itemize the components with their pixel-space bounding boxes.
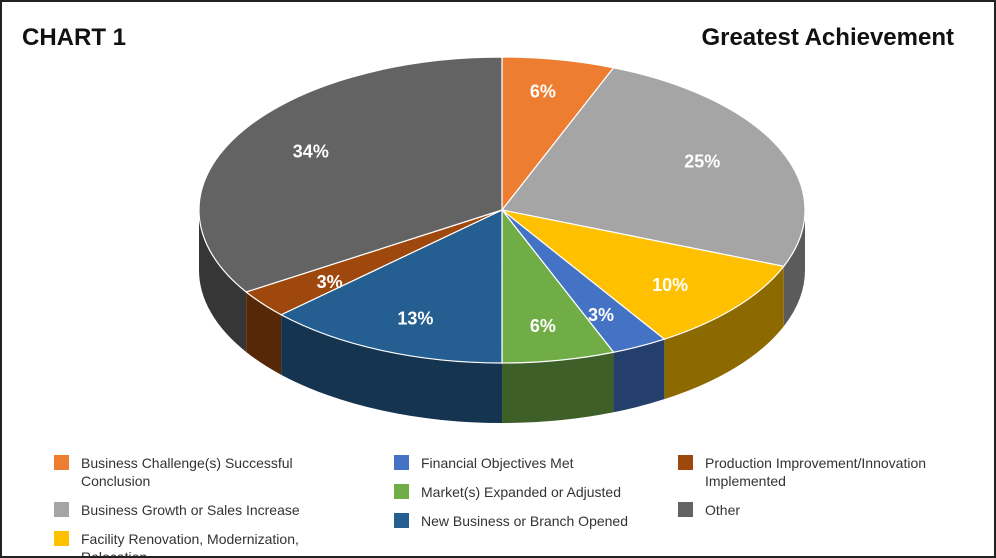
legend-swatch xyxy=(394,513,409,528)
chart-title: Greatest Achievement xyxy=(701,24,954,51)
data-label: 13% xyxy=(397,308,433,328)
slice xyxy=(198,56,503,293)
legend-swatch xyxy=(394,455,409,470)
legend-column: Business Challenge(s) Successful Conclus… xyxy=(54,454,394,558)
slice-side xyxy=(246,291,282,375)
legend-label: Other xyxy=(705,502,741,518)
legend-swatch xyxy=(678,502,693,517)
data-label: 6% xyxy=(530,82,556,102)
legend-label: Business Growth or Sales Increase xyxy=(81,502,300,518)
legend-item: Financial Objectives Met xyxy=(394,454,678,472)
chart-label: CHART 1 xyxy=(22,24,127,51)
slice-side xyxy=(199,210,247,352)
legend-column: Financial Objectives Met Market(s) Expand… xyxy=(394,454,678,556)
legend-label: Business Challenge(s) Successful Conclus… xyxy=(81,455,293,489)
legend-swatch xyxy=(678,455,693,470)
data-label: 6% xyxy=(530,316,556,336)
data-label: 34% xyxy=(293,141,329,161)
legend-swatch xyxy=(54,531,69,546)
slice xyxy=(501,209,785,340)
slice xyxy=(279,209,503,364)
legend-item: Market(s) Expanded or Adjusted xyxy=(394,483,678,501)
legend-item: Other xyxy=(678,501,938,519)
legend-item: Business Growth or Sales Increase xyxy=(54,501,394,519)
legend-label: Market(s) Expanded or Adjusted xyxy=(421,484,621,500)
legend-item: Business Challenge(s) Successful Conclus… xyxy=(54,454,394,490)
data-label: 3% xyxy=(317,272,343,292)
slice-side xyxy=(502,352,614,423)
legend-swatch xyxy=(394,484,409,499)
legend-label: New Business or Branch Opened xyxy=(421,513,628,529)
legend-column: Production Improvement/Innovation Implem… xyxy=(678,454,938,556)
legend-label: Facility Renovation, Modernization, Relo… xyxy=(81,531,299,558)
data-label: 25% xyxy=(684,151,720,171)
legend-swatch xyxy=(54,455,69,470)
legend-label: Financial Objectives Met xyxy=(421,455,574,471)
legend-swatch xyxy=(54,502,69,517)
legend-label: Production Improvement/Innovation Implem… xyxy=(705,455,927,489)
slice-side xyxy=(613,339,665,413)
data-label: 3% xyxy=(588,305,614,325)
slice-side xyxy=(664,266,784,400)
legend-item: Production Improvement/Innovation Implem… xyxy=(678,454,938,490)
legend: Business Challenge(s) Successful Conclus… xyxy=(54,454,938,558)
data-label: 10% xyxy=(652,275,688,295)
slice-side xyxy=(281,314,502,423)
slice xyxy=(500,67,806,267)
legend-item: Facility Renovation, Modernization, Relo… xyxy=(54,530,394,558)
legend-item: New Business or Branch Opened xyxy=(394,512,678,530)
